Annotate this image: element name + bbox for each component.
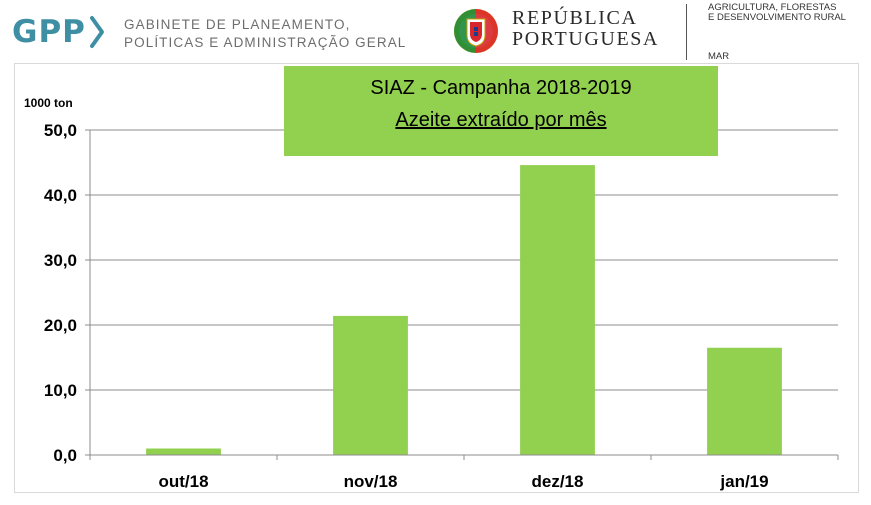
bar-dez-18 (520, 165, 595, 455)
y-tick-label: 50,0 (44, 121, 77, 140)
chevron-right-icon (89, 16, 104, 48)
y-tick-label: 10,0 (44, 381, 77, 400)
gpp-name: GABINETE DE PLANEAMENTO, POLÍTICAS E ADM… (124, 16, 406, 52)
bar-out-18 (146, 448, 221, 455)
x-tick-label: dez/18 (532, 472, 584, 491)
y-axis-unit-label: 1000 ton (24, 96, 73, 110)
republica-line1: REPÚBLICA (512, 7, 638, 29)
chart-title-box: SIAZ - Campanha 2018-2019 Azeite extraíd… (284, 66, 718, 156)
gpp-logo: GPP (12, 14, 105, 50)
chart-title: SIAZ - Campanha 2018-2019 (370, 77, 632, 99)
gpp-name-line1: GABINETE DE PLANEAMENTO, (124, 17, 351, 32)
portuguese-coat-of-arms-icon (454, 9, 498, 53)
ministry-line3: MAR (708, 51, 730, 62)
x-tick-label: nov/18 (344, 472, 398, 491)
republica-line2: PORTUGUESA (512, 28, 660, 50)
republica-portuguesa-wordmark: REPÚBLICA PORTUGUESA (512, 8, 659, 50)
y-tick-label: 0,0 (53, 446, 77, 465)
y-tick-label: 20,0 (44, 316, 77, 335)
y-tick-label: 40,0 (44, 186, 77, 205)
y-tick-label: 30,0 (44, 251, 77, 270)
chart-frame (14, 63, 859, 493)
ministry-name: AGRICULTURA, FLORESTAS E DESENVOLVIMENTO… (708, 3, 846, 23)
header-divider (686, 4, 687, 60)
x-tick-label: jan/19 (719, 472, 768, 491)
bar-nov-18 (333, 315, 408, 455)
gpp-logo-letters: GPP (12, 14, 86, 50)
ministry-line2: E DESENVOLVIMENTO RURAL (708, 12, 846, 23)
chart-subtitle: Azeite extraído por mês (395, 109, 607, 131)
ministry-line1: AGRICULTURA, FLORESTAS (708, 2, 837, 13)
gpp-name-line2: POLÍTICAS E ADMINISTRAÇÃO GERAL (124, 35, 407, 50)
x-tick-label: out/18 (158, 472, 208, 491)
page-header: GPP GABINETE DE PLANEAMENTO, POLÍTICAS E… (0, 0, 871, 63)
bar-jan-19 (707, 347, 782, 455)
